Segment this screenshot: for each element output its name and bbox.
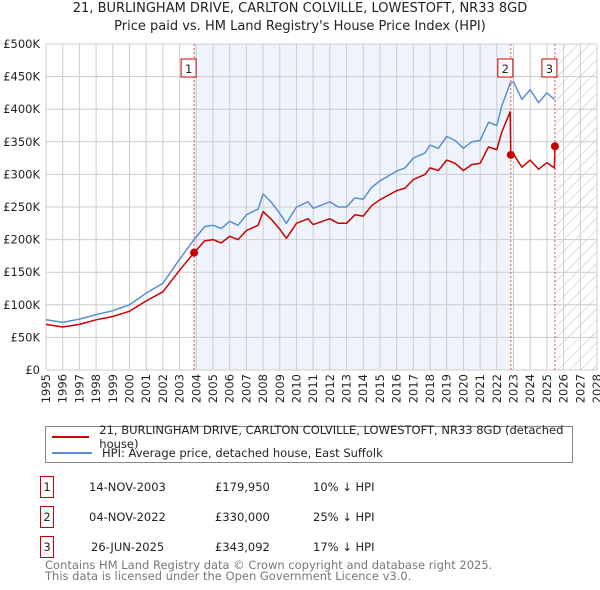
x-tick-label: 2009	[273, 374, 287, 403]
x-tick-label: 2000	[122, 374, 136, 403]
x-tick-label: 2021	[473, 374, 487, 403]
x-tick-label: 2028	[590, 374, 600, 403]
sale-label: 3	[546, 62, 553, 76]
legend-label-hpi: HPI: Average price, detached house, East…	[102, 446, 383, 460]
sale-hpi-diff: 25% ↓ HPI	[313, 510, 375, 524]
y-tick-label: £450K	[3, 70, 40, 84]
x-tick-label: 2001	[139, 374, 153, 403]
x-tick-label: 2019	[440, 374, 454, 403]
y-tick-label: £100K	[3, 298, 40, 312]
x-tick-label: 2014	[356, 374, 370, 403]
x-tick-label: 2025	[540, 374, 554, 403]
y-tick-label: £150K	[3, 265, 40, 279]
line-chart: 1995 1996 1997 1998 1999 2000 2001 2002 2003 2004…	[3, 37, 600, 403]
x-tick-label: 2017	[406, 374, 420, 403]
y-tick-label: £300K	[3, 167, 40, 181]
legend-red-line	[52, 436, 90, 438]
x-tick-label: 2027	[573, 374, 587, 403]
footer-attribution: Contains HM Land Registry data © Crown c…	[45, 558, 493, 583]
x-tick-label: 2011	[306, 374, 320, 403]
footer-line-2: This data is licensed under the Open Gov…	[45, 569, 412, 583]
x-tick-label: 2026	[557, 374, 571, 403]
x-tick-label: 1997	[72, 374, 86, 403]
x-tick-label: 2012	[323, 374, 337, 403]
x-tick-label: 2018	[423, 374, 437, 403]
x-tick-label: 2007	[239, 374, 253, 403]
x-tick-label: 2023	[507, 374, 521, 403]
y-tick-label: £50K	[11, 330, 41, 344]
sale-number-badge: 1	[40, 476, 54, 498]
x-tick-label: 2003	[173, 374, 187, 403]
x-tick-label: 2004	[189, 374, 203, 403]
sale-label-box	[497, 58, 514, 78]
x-tick-label: 2020	[456, 374, 470, 403]
x-tick-label: 2005	[206, 374, 220, 403]
legend-label-property: 21, BURLINGHAM DRIVE, CARLTON COLVILLE, …	[99, 423, 564, 451]
x-tick-label: 2006	[223, 374, 237, 403]
sale-number-badge: 2	[40, 506, 54, 528]
y-tick-label: £350K	[3, 135, 40, 149]
sale-point	[550, 142, 559, 151]
sale-number-badge: 3	[40, 536, 54, 558]
x-tick-label: 2015	[373, 374, 387, 403]
y-tick-label: £250K	[3, 200, 40, 214]
footer-line-1: Contains HM Land Registry data © Crown c…	[45, 558, 493, 572]
y-tick-label: £400K	[3, 102, 40, 116]
y-tick-label: £0	[25, 363, 40, 377]
sale-price: £179,950	[215, 480, 270, 494]
sale-label-box	[541, 58, 558, 78]
x-tick-label: 2002	[156, 374, 170, 403]
sale-price: £343,092	[215, 540, 270, 554]
x-tick-label: 2008	[256, 374, 270, 403]
sale-date: 14-NOV-2003	[89, 480, 166, 494]
chart-legend: 21, BURLINGHAM DRIVE, CARLTON COLVILLE, …	[45, 423, 573, 463]
sale-point	[190, 248, 199, 257]
chart-subtitle: Price paid vs. HM Land Registry's House …	[114, 19, 486, 34]
legend-item-hpi: HPI: Average price, detached house, East…	[52, 445, 383, 461]
sale-date: 26-JUN-2025	[91, 540, 165, 554]
y-tick-label: £200K	[3, 233, 40, 247]
sale-hpi-diff: 10% ↓ HPI	[313, 480, 375, 494]
legend-blue-line	[52, 452, 92, 454]
x-tick-label: 2024	[523, 374, 537, 403]
hpi-line	[45, 81, 555, 324]
x-tick-label: 1998	[89, 374, 103, 403]
legend-item-property: 21, BURLINGHAM DRIVE, CARLTON COLVILLE, …	[52, 423, 572, 451]
x-tick-label: 2013	[340, 374, 354, 403]
x-tick-label: 1996	[56, 374, 70, 403]
x-tick-label: 2022	[490, 374, 504, 403]
x-tick-label: 1995	[39, 374, 53, 403]
x-tick-label: 2010	[289, 374, 303, 403]
y-tick-label: £500K	[3, 37, 40, 51]
chart-title: 21, BURLINGHAM DRIVE, CARLTON COLVILLE, …	[72, 1, 528, 16]
sale-label: 2	[502, 62, 509, 76]
sale-price: £330,000	[215, 510, 270, 524]
sale-label-box	[180, 58, 197, 78]
sale-point	[506, 150, 515, 159]
x-tick-label: 2016	[390, 374, 404, 403]
sale-label: 1	[185, 62, 192, 76]
sale-hpi-diff: 17% ↓ HPI	[313, 540, 375, 554]
x-tick-label: 1999	[106, 374, 120, 403]
sale-date: 04-NOV-2022	[89, 510, 166, 524]
